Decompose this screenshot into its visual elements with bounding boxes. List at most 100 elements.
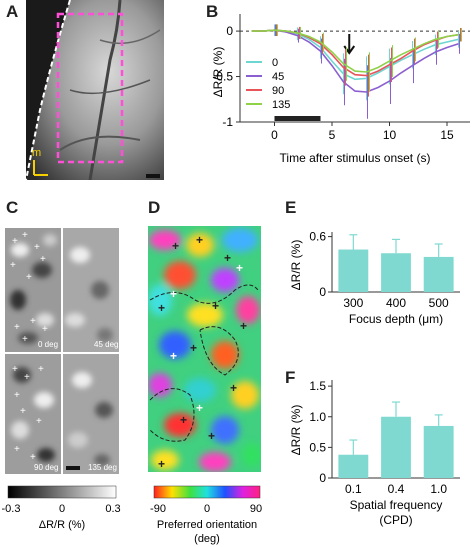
- svg-text:+: +: [158, 301, 165, 315]
- map-label-135: 135 deg: [88, 463, 117, 472]
- svg-text:+: +: [14, 390, 20, 401]
- svg-text:+: +: [14, 444, 20, 455]
- svg-text:+: +: [240, 319, 247, 333]
- bar-category-label: 400: [386, 296, 406, 310]
- panel-c-maps: ++++ ++++ ++++ ++++ ++ 0 deg 45 deg 90 d…: [5, 228, 119, 474]
- svg-text:+: +: [20, 406, 26, 417]
- d-colorbar-label: Preferred orientation: [157, 519, 257, 531]
- bar-y-tick-label: 0: [319, 471, 326, 485]
- panel-label-c: C: [6, 198, 19, 217]
- bar-y-axis-label: ΔR/R (%): [289, 240, 303, 291]
- b-series-line: [251, 29, 459, 73]
- roi-box: [56, 12, 124, 164]
- b-x-tick-label: 5: [329, 128, 336, 142]
- b-y-tick-label: -0.5: [212, 70, 233, 84]
- bar-x-axis-label: Focus depth (μm): [349, 312, 443, 326]
- svg-text:+: +: [208, 429, 215, 443]
- bar-category-label: 500: [429, 296, 449, 310]
- svg-text:+: +: [26, 272, 32, 283]
- b-y-axis-label: ΔR/R (%): [211, 47, 225, 98]
- panel-b-chart: 0 -0.5 -1 0 5 10 15 Time after stimulus onset (…: [211, 14, 470, 165]
- b-series-line: [251, 29, 459, 93]
- bar-y-tick-label: 0.5: [309, 440, 326, 454]
- panel-label-f: F: [285, 368, 296, 387]
- b-legend-label: 135: [272, 99, 290, 111]
- bar-category-label: 0.1: [345, 482, 362, 496]
- svg-text:+: +: [14, 322, 20, 333]
- svg-text:+: +: [196, 233, 203, 247]
- b-y-tick-label: -1: [222, 115, 233, 129]
- svg-text:+: +: [30, 452, 36, 463]
- b-x-tick-label: 0: [271, 128, 278, 142]
- b-x-tick-label: 10: [383, 128, 397, 142]
- map-label-0: 0 deg: [38, 340, 58, 349]
- map-45-deg: [63, 228, 119, 352]
- c-colorbar-tick-max: 0.3: [105, 503, 120, 515]
- c-scale-bar: [66, 466, 80, 470]
- svg-text:+: +: [190, 341, 197, 355]
- bar-category-label: 1.0: [430, 482, 447, 496]
- d-colorbar-tick-max: 90: [250, 503, 262, 515]
- bar: [338, 249, 369, 292]
- c-plus-markers: ++++ ++++ ++++ ++++ ++: [10, 230, 48, 463]
- bar: [423, 425, 454, 478]
- panel-label-a: A: [6, 2, 19, 21]
- bar-y-tick-label: 1.5: [309, 379, 326, 393]
- svg-text:+: +: [22, 334, 28, 345]
- panel-label-e: E: [285, 198, 297, 217]
- panel-f-chart: 0 0.5 1.0 1.5 0.1 0.4 1.0 Spatial frequency(CPD…: [289, 379, 460, 527]
- d-colorbar-tick-mid: 0: [204, 503, 210, 515]
- b-series-line: [251, 29, 459, 77]
- svg-text:+: +: [38, 364, 44, 375]
- svg-text:+: +: [42, 324, 48, 335]
- svg-text:+: +: [196, 401, 203, 415]
- svg-text:+: +: [172, 239, 179, 253]
- bar-y-tick-label: 1.0: [309, 410, 326, 424]
- bar-y-tick-label: 0: [319, 285, 326, 299]
- map-label-90: 90 deg: [34, 463, 58, 472]
- svg-text:+: +: [170, 349, 177, 363]
- c-colorbar: [7, 485, 117, 499]
- svg-text:+: +: [36, 416, 42, 427]
- b-x-axis-label: Time after stimulus onset (s): [280, 151, 431, 165]
- map-135-deg: [63, 354, 119, 474]
- c-colorbar-label: ΔR/R (%): [39, 519, 85, 531]
- bar: [338, 454, 369, 478]
- panel-label-d: D: [148, 198, 161, 217]
- svg-text:+: +: [170, 287, 177, 301]
- svg-text:+: +: [22, 230, 28, 241]
- bar: [381, 253, 411, 292]
- d-colorbar: [153, 485, 261, 499]
- scale-label: m: [32, 147, 41, 159]
- bar: [381, 416, 411, 478]
- svg-text:+: +: [230, 381, 237, 395]
- b-stimulus-bar: [274, 116, 321, 121]
- svg-text:+: +: [40, 254, 46, 265]
- b-arrow: [343, 34, 356, 55]
- svg-text:+: +: [180, 413, 187, 427]
- panel-e-chart: 0 0.6 300 400 500 Focus depth (μm) ΔR/R (%): [289, 230, 460, 326]
- b-y-tick-label: 0: [226, 24, 233, 38]
- svg-text:+: +: [236, 261, 243, 275]
- bar-category-label: 300: [343, 296, 363, 310]
- svg-text:+: +: [12, 236, 18, 247]
- panel-a-image: [26, 0, 164, 180]
- d-colorbar-tick-min: -90: [150, 503, 166, 515]
- c-colorbar-tick-mid: 0: [59, 503, 65, 515]
- svg-text:+: +: [24, 372, 30, 383]
- c-colorbar-tick-min: -0.3: [2, 503, 21, 515]
- bar: [423, 256, 454, 292]
- bar-y-tick-label: 0.6: [309, 230, 326, 244]
- b-legend-label: 45: [272, 71, 284, 83]
- map-90-deg: [5, 354, 61, 474]
- svg-text:+: +: [12, 364, 18, 375]
- bar-x-axis-label: Spatial frequency: [350, 498, 443, 512]
- bar-y-axis-label: ΔR/R (%): [289, 405, 303, 456]
- bar-category-label: 0.4: [388, 482, 405, 496]
- d-colorbar-label-unit: (deg): [194, 533, 220, 545]
- b-legend-label: 90: [272, 85, 284, 97]
- svg-text:+: +: [10, 260, 16, 271]
- panel-label-b: B: [206, 2, 219, 21]
- b-legend-label: 0: [272, 57, 278, 69]
- bar-x-axis-label-unit: (CPD): [379, 513, 412, 527]
